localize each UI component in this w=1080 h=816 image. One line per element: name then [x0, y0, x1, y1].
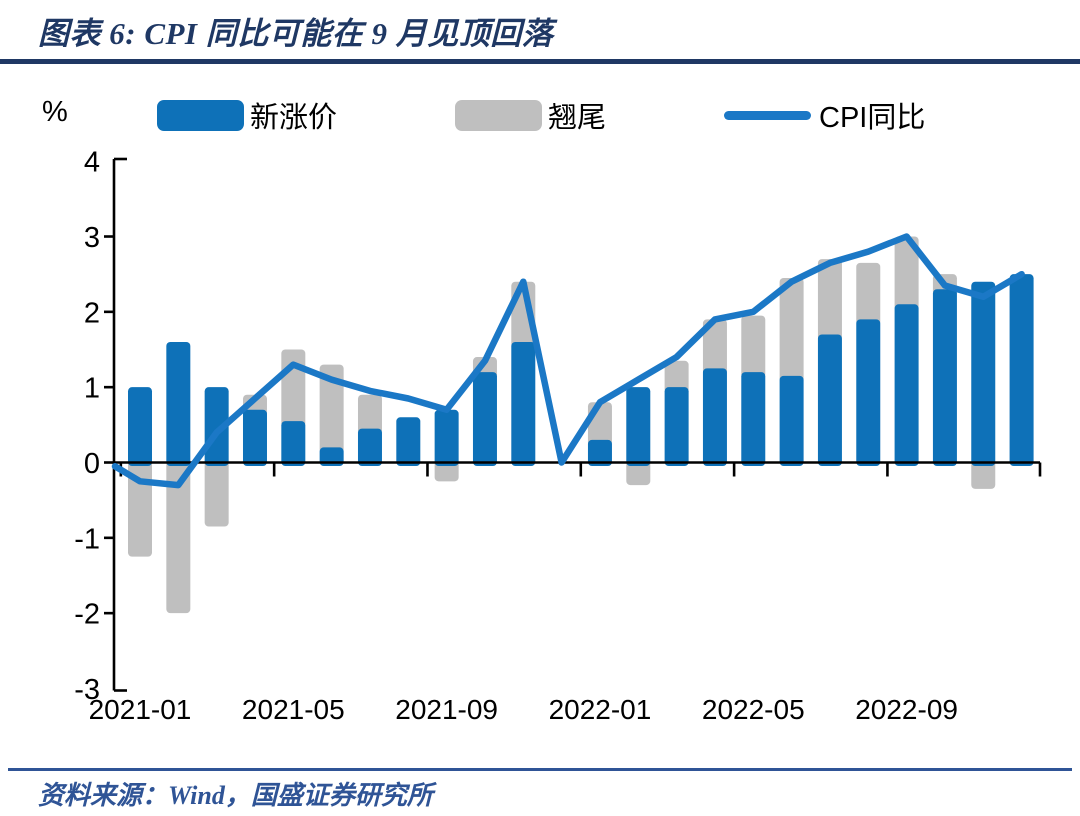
new-price-bar-2021-01 — [128, 387, 152, 466]
carryover-bar-2022-05 — [741, 315, 766, 379]
new-price-bar-2022-12 — [1009, 274, 1034, 466]
y-tick-label: 0 — [84, 448, 100, 480]
legend-item-cpi-line: CPI同比 — [724, 94, 925, 136]
legend-item-new-price: 新涨价 — [157, 94, 337, 136]
new-price-bar-2022-02 — [626, 387, 651, 466]
carryover-bar-swatch-icon — [455, 99, 542, 131]
carryover-bar-2022-09 — [894, 236, 919, 311]
x-tick-label: 2022-05 — [702, 694, 805, 725]
cpi-yoy-line — [111, 233, 1025, 489]
carryover-bar-2022-11 — [971, 459, 996, 489]
legend-label-cpi-line: CPI同比 — [819, 102, 926, 134]
x-tick-label: 2021-01 — [89, 694, 192, 725]
legend-label-carryover: 翘尾 — [548, 102, 607, 134]
new-price-bar-2022-03 — [664, 387, 689, 466]
x-tick-label: 2022-09 — [855, 694, 958, 725]
new-price-bar-2021-03 — [204, 387, 229, 466]
legend-label-new-price: 新涨价 — [250, 102, 338, 134]
new-price-bar-swatch-icon — [157, 99, 244, 131]
carryover-bar-2022-04 — [702, 319, 727, 375]
y-tick-label: -3 — [74, 674, 100, 706]
x-tick-label: 2021-05 — [242, 694, 345, 725]
carryover-bar-2022-07 — [817, 259, 842, 341]
carryover-bar-2021-05 — [281, 349, 306, 428]
legend-item-carryover: 翘尾 — [455, 94, 606, 136]
new-price-bar-2022-11 — [971, 281, 996, 466]
new-price-bar-2021-10 — [472, 372, 497, 466]
new-price-bar-2022-04 — [702, 368, 727, 466]
x-tick-label: 2022-01 — [549, 694, 652, 725]
new-price-bar-2021-11 — [511, 341, 536, 466]
y-tick-label: -2 — [74, 599, 100, 631]
new-price-bar-2022-10 — [932, 289, 957, 466]
y-tick-label: -1 — [74, 523, 100, 555]
new-price-bar-2022-05 — [741, 372, 766, 466]
y-axis-unit-label: % — [42, 96, 68, 128]
y-tick-label: 3 — [84, 222, 100, 254]
carryover-bar-2021-02 — [166, 459, 191, 614]
new-price-bar-2021-08 — [396, 417, 421, 466]
new-price-bar-2022-09 — [894, 304, 919, 466]
new-price-bar-2021-07 — [357, 428, 382, 466]
new-price-bar-2021-04 — [242, 409, 267, 466]
carryover-bar-2021-06 — [319, 364, 344, 454]
carryover-bar-2022-06 — [779, 277, 804, 382]
x-tick-label: 2021-09 — [395, 694, 498, 725]
new-price-bar-2022-08 — [856, 319, 881, 466]
page-title: 图表 6: CPI 同比可能在 9 月见顶回落 — [38, 16, 554, 51]
new-price-bar-2021-05 — [281, 421, 306, 466]
new-price-bar-2022-06 — [779, 375, 804, 466]
new-price-bar-2021-09 — [434, 409, 459, 466]
y-tick-label: 4 — [84, 147, 100, 179]
new-price-bar-2022-01 — [587, 439, 612, 466]
title-divider-rule — [0, 59, 1080, 64]
y-tick-label: 2 — [84, 297, 100, 329]
cpi-line-swatch-icon — [724, 110, 811, 120]
carryover-bar-2021-07 — [357, 394, 382, 435]
footer-divider-rule — [8, 768, 1072, 771]
carryover-bar-2021-03 — [204, 459, 229, 527]
carryover-bar-2022-08 — [856, 262, 881, 326]
new-price-bar-2021-02 — [166, 341, 191, 466]
carryover-bar-2022-03 — [664, 360, 689, 394]
carryover-bar-2022-01 — [587, 402, 612, 446]
new-price-bar-2022-07 — [817, 334, 842, 466]
source-note: 资料来源：Wind，国盛证券研究所 — [38, 781, 433, 810]
y-tick-label: 1 — [84, 373, 100, 405]
